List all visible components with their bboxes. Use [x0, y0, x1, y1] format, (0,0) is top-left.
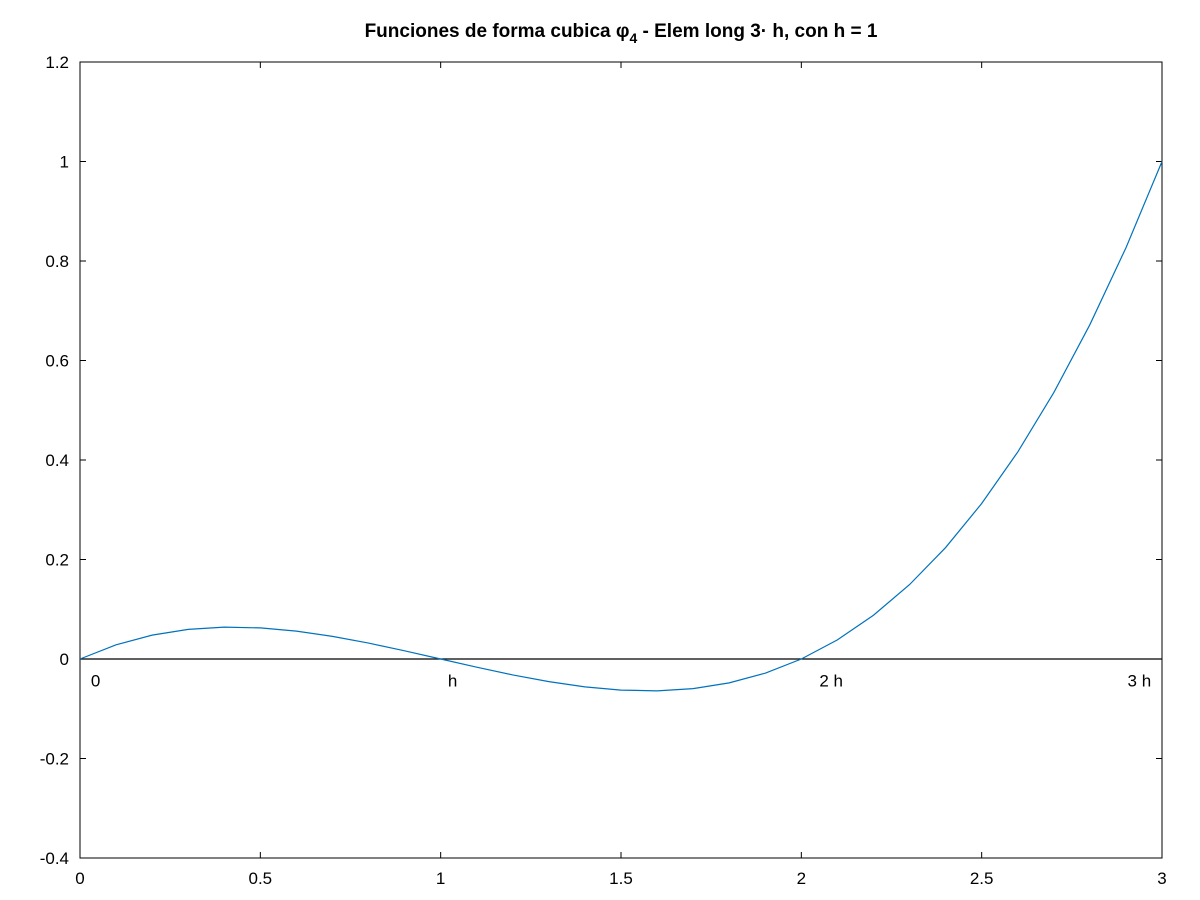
x-tick-label: 1	[436, 869, 445, 888]
x-axis: 0 0.5 1 1.5 2 2.5 3	[75, 62, 1167, 888]
y-tick-label: 0.2	[45, 551, 69, 570]
chart-title-main: Funciones de forma cubica φ	[365, 21, 630, 42]
axes-frame	[79, 61, 1163, 859]
y-tick-label: 0.8	[45, 252, 69, 271]
y-axis: -0.4 -0.2 0 0.2 0.4 0.6 0.8 1 1.2	[40, 53, 1162, 868]
node-annotations: 0 h 2 h 3 h	[91, 671, 1151, 690]
y-tick-label: -0.2	[40, 750, 69, 769]
node-label: h	[448, 671, 457, 690]
node-label: 0	[91, 671, 100, 690]
x-tick-label: 0	[75, 869, 84, 888]
y-tick-label: 1	[60, 153, 69, 172]
x-tick-label: 2.5	[970, 869, 994, 888]
node-label: 2 h	[819, 671, 843, 690]
y-tick-label: 0.6	[45, 352, 69, 371]
node-label: 3 h	[1128, 671, 1152, 690]
chart-title: Funciones de forma cubica φ4 - Elem long…	[365, 21, 878, 46]
plot-area: -0.4 -0.2 0 0.2 0.4 0.6 0.8 1 1.2 0 0.5 1 1.5 2 2.5 3 …	[40, 53, 1167, 888]
y-tick-label: 1.2	[45, 53, 69, 72]
y-tick-label: 0	[60, 650, 69, 669]
x-tick-label: 3	[1157, 869, 1166, 888]
y-tick-label: 0.4	[45, 451, 69, 470]
x-tick-label: 0.5	[249, 869, 273, 888]
x-tick-label: 1.5	[609, 869, 633, 888]
y-tick-label: -0.4	[40, 849, 69, 868]
chart-title-suffix: - Elem long 3· h, con h = 1	[637, 21, 878, 42]
chart-title-subscript: 4	[629, 30, 637, 46]
x-tick-label: 2	[797, 869, 806, 888]
series-line-phi4	[79, 161, 1163, 692]
